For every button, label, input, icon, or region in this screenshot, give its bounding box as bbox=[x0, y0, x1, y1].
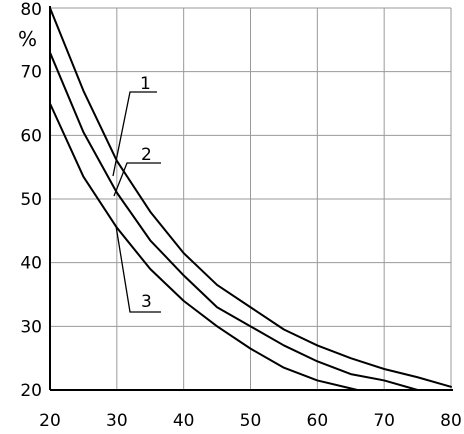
x-tick-label: 40 bbox=[173, 411, 195, 431]
y-tick-label: 40 bbox=[20, 254, 42, 274]
series-label-2: 2 bbox=[141, 145, 152, 165]
leader-line-2 bbox=[113, 162, 161, 197]
y-tick-label: 60 bbox=[20, 126, 42, 146]
leader-line-3 bbox=[115, 225, 161, 313]
y-axis-label: % bbox=[18, 27, 37, 51]
leader-line-1 bbox=[112, 91, 157, 177]
y-tick-label: 30 bbox=[20, 317, 42, 337]
series-label-1: 1 bbox=[140, 74, 151, 94]
x-tick-label: 60 bbox=[307, 411, 329, 431]
curve-labels: 1 2 3 bbox=[112, 74, 161, 313]
series-label-3: 3 bbox=[141, 292, 152, 312]
x-tick-label: 50 bbox=[240, 411, 262, 431]
x-tick-label: 20 bbox=[39, 411, 61, 431]
series-line-2 bbox=[49, 51, 419, 391]
y-tick-label: 50 bbox=[20, 190, 42, 210]
y-tick-label: 80 bbox=[20, 0, 42, 20]
series-line-1 bbox=[49, 7, 452, 388]
grid bbox=[50, 7, 452, 390]
series-line-3 bbox=[49, 102, 359, 391]
y-tick-label: 20 bbox=[20, 381, 42, 401]
x-tick-label: 80 bbox=[440, 411, 462, 431]
x-tick-label: 70 bbox=[373, 411, 395, 431]
series-lines bbox=[49, 7, 452, 391]
tick-labels: 20 30 40 50 60 70 80 20 30 40 50 60 70 80 bbox=[20, 0, 461, 431]
axes bbox=[49, 6, 453, 391]
y-tick-label: 70 bbox=[20, 63, 42, 83]
x-tick-label: 30 bbox=[106, 411, 128, 431]
